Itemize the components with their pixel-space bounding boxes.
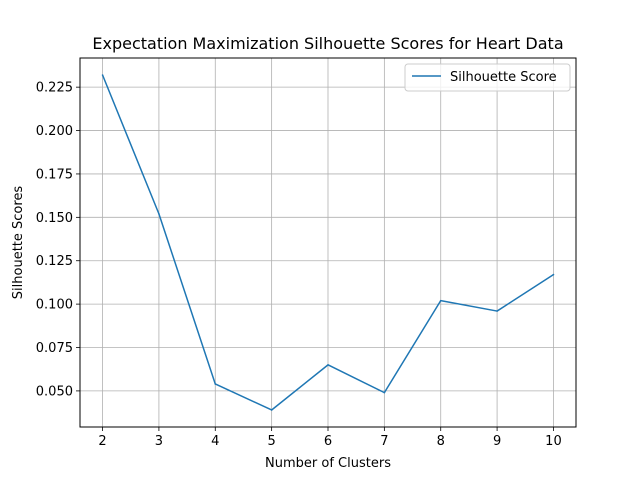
data-point <box>552 273 555 276</box>
y-axis-label: Silhouette Scores <box>11 186 26 300</box>
x-tick-label: 3 <box>155 434 163 449</box>
x-tick-label: 5 <box>267 434 275 449</box>
data-point <box>383 391 386 394</box>
y-tick-label: 0.125 <box>36 254 73 269</box>
data-point <box>327 364 329 366</box>
chart-title: Expectation Maximization Silhouette Scor… <box>92 34 563 53</box>
legend-label: Silhouette Score <box>450 70 557 85</box>
x-tick-label: 6 <box>324 434 332 449</box>
data-point <box>496 310 498 312</box>
x-axis-label: Number of Clusters <box>265 456 391 471</box>
x-tick-label: 9 <box>493 434 501 449</box>
legend-box <box>404 63 571 92</box>
data-point <box>214 383 217 385</box>
x-tick-label: 7 <box>380 434 388 449</box>
x-tick-label: 10 <box>545 434 562 449</box>
data-point <box>101 74 104 76</box>
data-point <box>270 409 273 411</box>
y-tick-label: 0.175 <box>36 167 73 182</box>
y-tick-label: 0.150 <box>36 211 73 226</box>
x-tick-label: 4 <box>211 434 219 449</box>
y-tick-label: 0.075 <box>36 341 73 356</box>
y-axis: 0.050 0.075 0.100 0.125 0.150 0.175 0.200 0.225 <box>36 81 80 399</box>
x-tick-label: 8 <box>437 434 445 449</box>
data-point <box>158 213 160 215</box>
legend: Silhouette Score <box>404 63 571 92</box>
y-tick-label: 0.200 <box>36 124 73 139</box>
grid <box>80 58 576 427</box>
series-layer <box>101 74 555 411</box>
x-axis: 2 3 4 5 6 7 8 9 10 <box>98 427 562 449</box>
x-tick-label: 2 <box>98 434 106 449</box>
y-tick-label: 0.050 <box>36 384 73 399</box>
y-tick-label: 0.100 <box>36 298 73 313</box>
data-point <box>439 299 442 302</box>
y-tick-label: 0.225 <box>36 81 73 96</box>
